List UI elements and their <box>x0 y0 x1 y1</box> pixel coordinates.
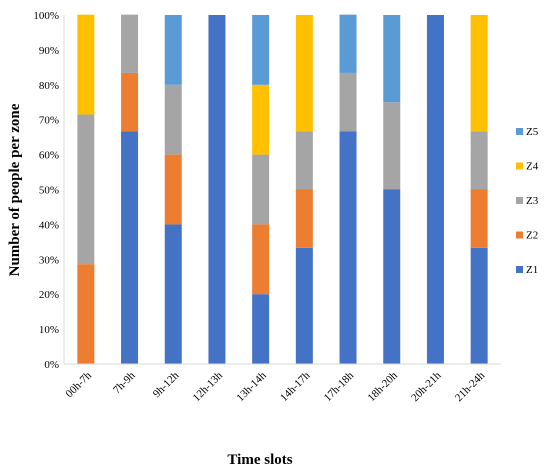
legend: Z5 Z4 Z3 Z2 Z1 <box>516 126 539 276</box>
legend-label-z3: Z3 <box>526 195 539 207</box>
legend-label-z5: Z5 <box>526 126 539 138</box>
y-tick-label: 60% <box>39 150 59 162</box>
bar-segment-z3 <box>295 131 313 190</box>
legend-swatch-z3 <box>516 197 523 204</box>
bar-segment-z1 <box>426 15 444 364</box>
bar-segment-z1 <box>339 131 357 364</box>
y-axis-ticks: 0% 10% 20% 30% 40% 50% 60% 70% 80% 90% 100% <box>33 10 59 371</box>
bar-segment-z2 <box>295 189 313 248</box>
y-tick-label: 20% <box>39 289 59 301</box>
bar-segment-z3 <box>339 72 357 132</box>
bar-segment-z1 <box>252 294 270 364</box>
x-tick-label: 17h-18h <box>322 369 357 404</box>
bar-segment-z5 <box>252 15 270 85</box>
x-tick-label: 12h-13h <box>191 369 226 404</box>
y-tick-label: 30% <box>39 254 59 266</box>
bar-segment-z4 <box>252 84 270 155</box>
bar-segment-z3 <box>470 131 488 190</box>
bar-segment-z2 <box>121 72 139 132</box>
x-tick-label: 14h-17h <box>278 369 313 404</box>
legend-swatch-z2 <box>516 231 523 239</box>
bar-segment-z1 <box>164 224 182 364</box>
bars-layer <box>77 14 488 364</box>
bar-segment-z4 <box>295 15 313 132</box>
bar-segment-z2 <box>470 189 488 248</box>
bar-segment-z1 <box>470 247 488 364</box>
x-tick-label: 21h-24h <box>453 369 488 404</box>
x-axis-title: Time slots <box>227 452 292 468</box>
bar-segment-z3 <box>77 114 95 265</box>
legend-swatch-z4 <box>516 162 523 170</box>
axes-layer <box>63 15 501 365</box>
y-axis-title: Number of people per zone <box>7 103 23 276</box>
bar-segment-z3 <box>164 84 182 155</box>
legend-label-z4: Z4 <box>526 161 539 173</box>
legend-swatch-z1 <box>516 266 523 273</box>
bar-segment-z3 <box>383 102 401 190</box>
legend-label-z1: Z1 <box>526 264 538 276</box>
bar-segment-z2 <box>77 264 95 364</box>
bar-segment-z2 <box>252 224 270 295</box>
bar-segment-z3 <box>252 154 270 225</box>
x-axis-ticks: 00h-7h 7h-9h 9h-12h 12h-13h 13h-14h 14h-17h 17… <box>63 369 487 404</box>
y-tick-label: 10% <box>39 324 59 336</box>
x-tick-label: 9h-12h <box>151 369 182 400</box>
bar-segment-z1 <box>383 189 401 364</box>
legend-label-z2: Z2 <box>526 230 538 242</box>
bar-segment-z5 <box>383 15 401 103</box>
bar-segment-z4 <box>470 15 488 132</box>
x-tick-label: 13h-14h <box>234 369 269 404</box>
x-tick-label: 00h-7h <box>63 369 94 400</box>
y-tick-label: 70% <box>39 115 59 127</box>
bar-segment-z3 <box>121 14 139 73</box>
y-tick-label: 50% <box>39 185 59 197</box>
y-tick-label: 90% <box>39 45 59 57</box>
x-tick-label: 18h-20h <box>365 369 400 404</box>
legend-swatch-z5 <box>516 128 523 135</box>
y-tick-label: 80% <box>39 80 59 92</box>
x-tick-label: 7h-9h <box>111 369 138 396</box>
y-tick-label: 40% <box>39 219 59 231</box>
bar-segment-z4 <box>77 14 95 115</box>
y-tick-label: 100% <box>33 10 59 22</box>
bar-segment-z1 <box>121 131 139 364</box>
bar-segment-z1 <box>208 15 226 364</box>
x-tick-label: 20h-21h <box>409 369 444 404</box>
bar-segment-z5 <box>164 15 182 85</box>
y-tick-label: 0% <box>44 359 59 371</box>
bar-segment-z1 <box>295 247 313 364</box>
bar-segment-z2 <box>164 154 182 225</box>
bar-segment-z5 <box>339 14 357 73</box>
